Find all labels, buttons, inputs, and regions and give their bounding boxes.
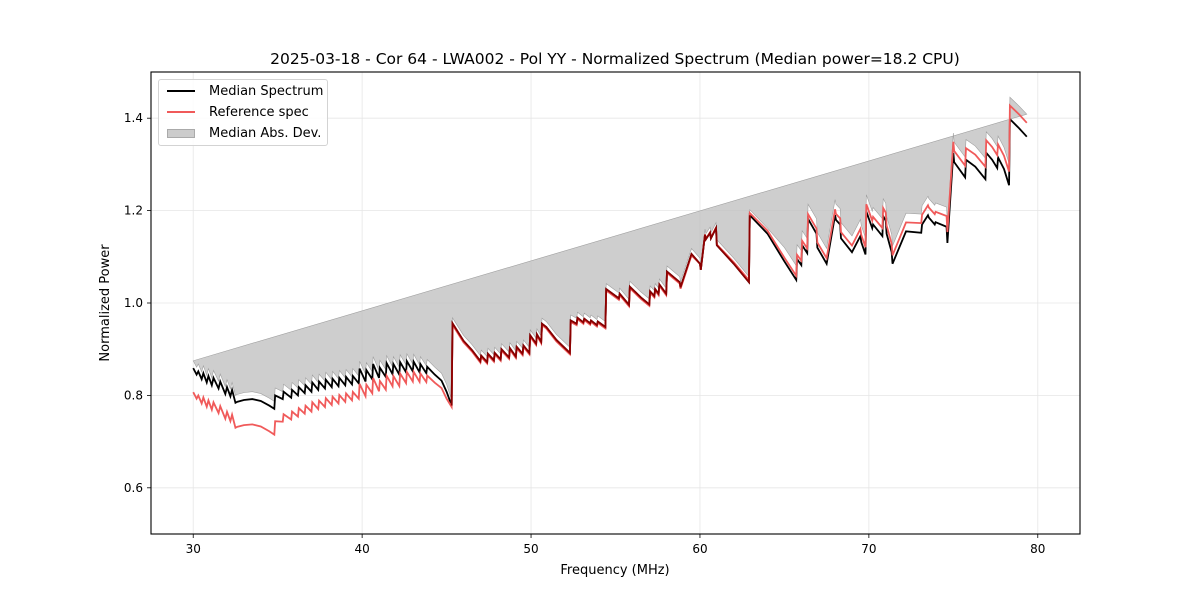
chart-title: 2025-03-18 - Cor 64 - LWA002 - Pol YY - …	[270, 50, 960, 68]
y-tick-label: 1.4	[124, 111, 143, 125]
x-tick-label: 30	[186, 542, 201, 556]
x-tick-label: 40	[354, 542, 369, 556]
legend-swatch-reference	[167, 111, 195, 113]
x-tick-label: 60	[692, 542, 707, 556]
y-tick-label: 0.6	[124, 481, 143, 495]
spectrum-lines	[192, 103, 1028, 437]
legend-item-median: Median Spectrum	[167, 81, 323, 101]
legend-label-median: Median Spectrum	[209, 83, 324, 99]
y-axis-ticks: 0.6 0.8 1.0 1.2 1.4	[124, 111, 151, 495]
x-tick-label: 70	[861, 542, 876, 556]
x-axis-ticks: 30 40 50 60 70 80	[186, 534, 1045, 556]
legend-swatch-median	[167, 90, 195, 92]
x-axis-label: Frequency (MHz)	[560, 563, 669, 578]
x-tick-label: 50	[523, 542, 538, 556]
gridlines	[151, 72, 1080, 534]
y-tick-label: 0.8	[124, 388, 143, 402]
legend: Median Spectrum Reference spec Median Ab…	[158, 79, 328, 146]
legend-item-reference: Reference spec	[167, 102, 309, 122]
legend-label-mad: Median Abs. Dev.	[209, 125, 322, 141]
overlap-line	[450, 215, 751, 406]
legend-swatch-mad	[167, 128, 195, 138]
y-tick-label: 1.0	[124, 296, 143, 310]
y-tick-label: 1.2	[124, 204, 143, 218]
x-tick-label: 80	[1030, 542, 1045, 556]
legend-label-reference: Reference spec	[209, 104, 309, 120]
y-axis-label: Normalized Power	[98, 244, 113, 362]
legend-item-mad: Median Abs. Dev.	[167, 123, 321, 143]
